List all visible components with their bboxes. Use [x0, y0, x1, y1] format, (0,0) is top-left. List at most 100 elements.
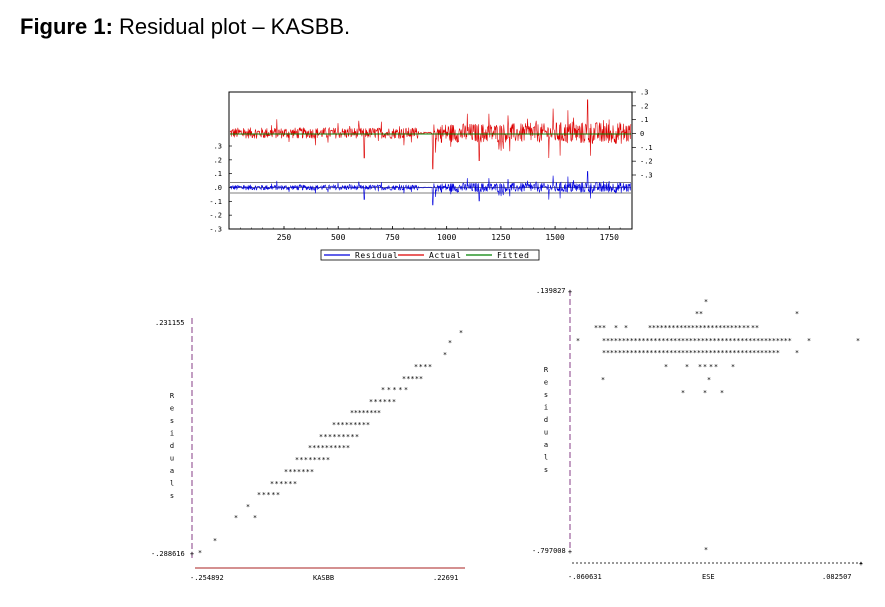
sc1-point: * [284, 468, 288, 476]
sc2-point: * [677, 337, 681, 345]
ts-left-tick-label: .0 [214, 184, 222, 192]
sc2-point: * [657, 349, 661, 357]
sc2-point: * [622, 337, 626, 345]
sc2-point: * [728, 337, 732, 345]
sc2-point: * [665, 349, 669, 357]
ts-right-tick-label: .3 [640, 89, 648, 97]
sc2-point: * [788, 337, 792, 345]
sc2-point: * [730, 324, 734, 332]
ts-right-tick-label: 0 [640, 130, 644, 138]
sc2-point: * [720, 337, 724, 345]
sc1-ylabel-letter: l [170, 480, 174, 488]
sc1-point: * [346, 433, 350, 441]
sc2-point: * [610, 337, 614, 345]
legend-label-actual: Actual [429, 251, 462, 260]
sc2-point: * [693, 349, 697, 357]
sc2-point: * [681, 337, 685, 345]
sc2-point: * [716, 337, 720, 345]
sc2-point: * [693, 337, 697, 345]
sc2-point: * [602, 324, 606, 332]
sc2-point: * [679, 324, 683, 332]
sc1-point: * [326, 456, 330, 464]
sc2-point: * [701, 349, 705, 357]
sc1-x-min-label: -.254892 [190, 574, 224, 582]
sc1-point: * [358, 409, 362, 417]
sc2-point: * [712, 349, 716, 357]
sc2-point: * [624, 324, 628, 332]
sc2-point: * [618, 349, 622, 357]
ts-x-tick-label: 250 [277, 233, 292, 242]
sc1-point: * [295, 456, 299, 464]
sc1-point: * [342, 444, 346, 452]
sc2-ylabel-letter: s [544, 466, 548, 474]
sc1-point: * [316, 444, 320, 452]
ts-x-tick-label: 750 [385, 233, 400, 242]
sc2-point: * [622, 349, 626, 357]
sc1-point: * [373, 398, 377, 406]
sc2-point: * [728, 349, 732, 357]
sc2-point: * [665, 337, 669, 345]
sc2-point: * [748, 349, 752, 357]
sc1-point: * [350, 409, 354, 417]
sc1-point: * [213, 537, 217, 545]
sc1-point: * [459, 329, 463, 337]
sc2-point: * [746, 324, 750, 332]
ts-right-tick-label: -.2 [640, 158, 653, 166]
residual-series-line [229, 171, 632, 206]
sc2-point: * [772, 337, 776, 345]
sc1-point: * [357, 421, 361, 429]
sc1-point: * [325, 444, 329, 452]
sc2-point: * [856, 337, 860, 345]
sc1-point: * [414, 363, 418, 371]
sc2-point: * [673, 349, 677, 357]
sc1-point: * [392, 386, 396, 394]
ts-x-tick-label: 1750 [600, 233, 619, 242]
sc1-point: * [279, 480, 283, 488]
sc2-point: * [707, 376, 711, 384]
sc2-point: * [633, 349, 637, 357]
sc2-point: * [602, 349, 606, 357]
sc2-point: * [671, 324, 675, 332]
ts-left-tick-label: -.1 [209, 198, 222, 206]
sc2-point: * [724, 337, 728, 345]
ts-left-tick-label: .1 [214, 170, 222, 178]
sc2-point: * [685, 337, 689, 345]
sc2-point: * [648, 324, 652, 332]
sc1-point: * [361, 409, 365, 417]
sc2-point: * [712, 337, 716, 345]
sc2-point: * [760, 337, 764, 345]
sc1-ylabel-letter: u [170, 455, 174, 463]
sc2-ylabel-letter: s [544, 391, 548, 399]
sc1-point: * [293, 468, 297, 476]
sc1-point: * [373, 409, 377, 417]
sc2-origin-mark: + [568, 548, 572, 556]
sc1-point: * [332, 433, 336, 441]
sc2-point: * [710, 324, 714, 332]
sc1-point: * [333, 444, 337, 452]
sc2-point: * [630, 337, 634, 345]
sc2-point: * [653, 337, 657, 345]
sc2-point: * [698, 363, 702, 371]
sc1-point: * [341, 433, 345, 441]
legend-label-fitted: Fitted [497, 251, 530, 260]
sc1-point: * [392, 398, 396, 406]
sc2-ylabel-letter: e [544, 379, 548, 387]
ts-right-axis: .3 .2 .1 0 -.1 -.2 -.3 [632, 89, 653, 180]
sc1-point: * [419, 363, 423, 371]
sc1-point: * [262, 491, 266, 499]
sc1-ylabel-letter: i [170, 430, 174, 438]
ts-plot-frame [228, 91, 633, 230]
sc2-point: * [702, 324, 706, 332]
sc2-ylabel-letter: a [544, 441, 548, 449]
sc2-point: * [714, 324, 718, 332]
sc1-point: * [328, 433, 332, 441]
ts-x-tick-label: 1500 [545, 233, 564, 242]
sc2-point: * [756, 337, 760, 345]
sc1-ylabel-letter: R [170, 392, 175, 400]
sc1-point: * [310, 468, 314, 476]
sc1-point: * [299, 456, 303, 464]
sc2-point: * [677, 349, 681, 357]
sc2-point: * [626, 349, 630, 357]
sc1-point: * [336, 421, 340, 429]
sc1-point: * [402, 375, 406, 383]
